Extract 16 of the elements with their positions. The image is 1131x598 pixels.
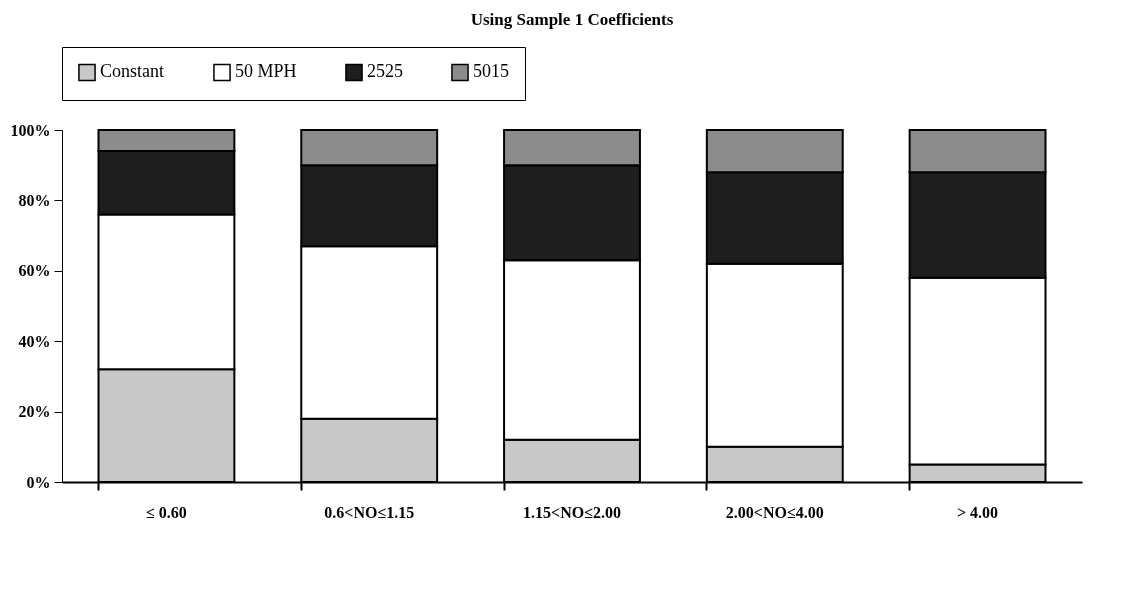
legend-label: Constant: [100, 61, 165, 82]
x-tick-label: 1.15<NO≤2.00: [523, 503, 621, 521]
x-tick-label: > 4.00: [957, 503, 999, 521]
y-tick-label: 100%: [10, 121, 51, 139]
y-tick-label: 0%: [26, 473, 51, 491]
y-tick-label: 20%: [18, 403, 51, 421]
legend-label: 5015: [473, 61, 509, 82]
y-tick-label: 60%: [18, 262, 51, 280]
x-tick-label: 2.00<NO≤4.00: [725, 503, 824, 521]
x-tick-label: 0.6<NO≤1.15: [324, 503, 415, 521]
x-tick-label: ≤ 0.60: [146, 503, 187, 521]
legend-label: 2525: [367, 61, 403, 82]
y-tick-label: 40%: [18, 332, 51, 350]
legend-label: 50 MPH: [235, 61, 297, 82]
chart-title: Using Sample 1 Coefficients: [470, 9, 674, 29]
y-tick-label: 80%: [18, 191, 51, 209]
